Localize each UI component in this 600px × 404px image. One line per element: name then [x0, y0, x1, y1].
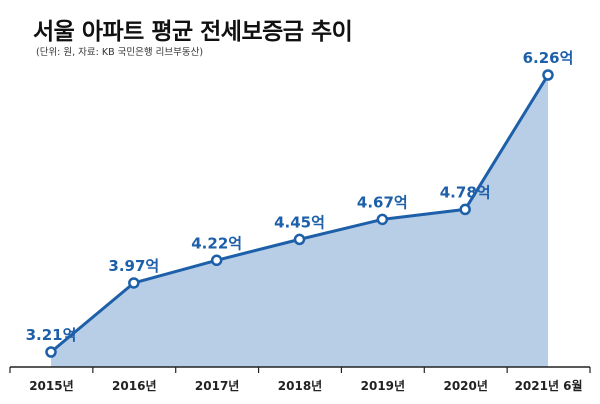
data-label-7: 6.26억 [523, 49, 574, 67]
chart-title: 서울 아파트 평균 전세보증금 추이 [33, 19, 353, 45]
x-axis-tick-labels: 2015년 2016년 2017년 2018년 2019년 2020년 2021년 6월 [29, 378, 582, 393]
data-labels: 3.21억 3.97억 4.22억 4.45억 4.67억 4.78억 6.26억 [26, 49, 574, 344]
data-label-4: 4.45억 [274, 213, 325, 231]
data-points [45, 69, 554, 358]
data-point-2 [128, 277, 140, 289]
data-point-4 [293, 233, 306, 246]
x-axis-ticks [9, 367, 591, 373]
data-label-6: 4.78억 [440, 183, 491, 201]
series-area-fill [51, 75, 548, 367]
data-label-3: 4.22억 [191, 234, 242, 252]
x-tick-label-7: 2021년 6월 [515, 378, 583, 393]
x-tick-label-5: 2019년 [361, 379, 405, 393]
data-label-1: 3.21억 [26, 326, 77, 344]
data-point-1 [45, 346, 57, 358]
chart-subtitle: (단위: 원, 자료: KB 국민은행 리브부동산) [36, 47, 204, 58]
x-tick-label-4: 2018년 [278, 379, 322, 393]
x-tick-label-6: 2020년 [443, 379, 487, 393]
data-label-2: 3.97억 [108, 257, 159, 275]
x-tick-label-1: 2015년 [29, 379, 73, 393]
data-point-5 [376, 213, 389, 226]
x-tick-label-3: 2017년 [195, 379, 239, 393]
data-point-7 [542, 69, 554, 81]
x-tick-label-2: 2016년 [112, 379, 156, 393]
data-label-5: 4.67억 [357, 193, 408, 211]
data-point-3 [210, 254, 223, 267]
data-point-6 [459, 203, 471, 216]
